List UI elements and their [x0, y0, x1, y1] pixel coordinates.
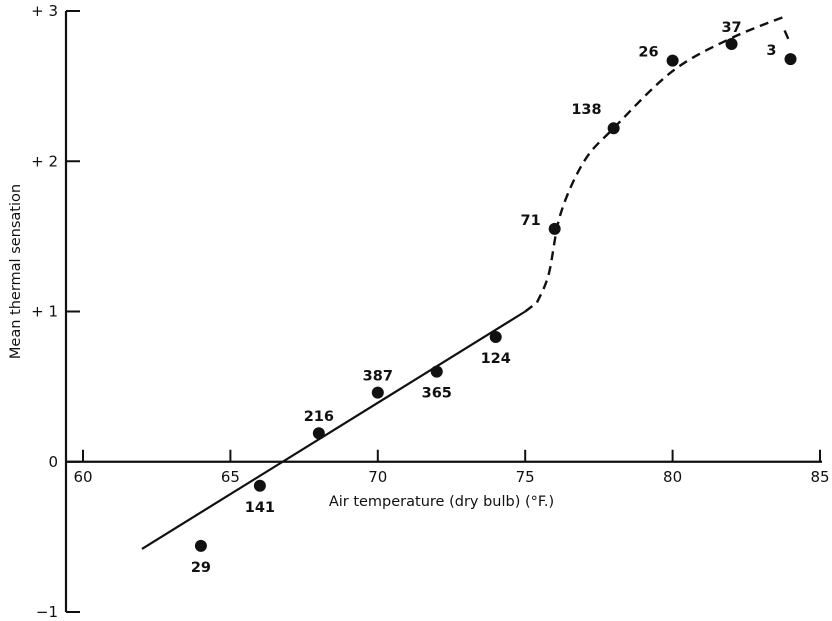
data-point [548, 222, 561, 235]
y-axis-label: Mean thermal sensation [8, 184, 24, 359]
x-tick-label: 85 [810, 468, 829, 486]
y-tick-label: + 1 [31, 303, 58, 321]
data-point-label: 387 [363, 369, 393, 385]
data-point [253, 479, 266, 492]
dashed-fit-curve-tail [783, 30, 792, 45]
data-point [784, 53, 797, 66]
data-point [666, 54, 679, 67]
x-tick-label: 80 [663, 468, 682, 486]
y-tick-label: + 3 [31, 2, 58, 20]
fit-curve-connector [524, 301, 538, 313]
fit-lines [141, 14, 792, 550]
data-point-label: 29 [191, 560, 211, 576]
data-point [371, 386, 384, 399]
data-point [725, 38, 738, 51]
y-tick-label: −1 [36, 603, 58, 621]
dashed-fit-curve [535, 14, 789, 303]
y-tick-label: + 2 [31, 152, 58, 170]
data-point-label: 37 [721, 20, 741, 36]
data-point-label: 365 [422, 386, 452, 402]
data-labels: 29 141 216 387 365 124 71 138 26 37 3 [191, 20, 777, 576]
data-point [489, 331, 502, 344]
x-tick-label: 60 [73, 468, 92, 486]
data-point [194, 539, 207, 552]
linear-fit-line [141, 310, 526, 550]
axes: + 3 + 2 + 1 0 −1 60 65 70 75 80 85 [31, 2, 829, 621]
data-point-label: 138 [571, 102, 601, 118]
data-point-label: 141 [245, 500, 275, 516]
data-point-label: 216 [304, 409, 334, 425]
data-point [312, 427, 325, 440]
data-point-label: 26 [638, 45, 658, 61]
data-point-label: 124 [481, 351, 511, 367]
x-tick-label: 75 [516, 468, 535, 486]
y-tick-label: 0 [48, 453, 58, 471]
data-points [194, 38, 797, 552]
data-point [430, 365, 443, 378]
data-point-label: 71 [520, 213, 540, 229]
x-axis-label: Air temperature (dry bulb) (°F.) [329, 494, 554, 510]
data-point-label: 3 [766, 43, 776, 59]
data-point [607, 122, 620, 135]
x-tick-label: 70 [368, 468, 387, 486]
x-tick-label: 65 [221, 468, 240, 486]
